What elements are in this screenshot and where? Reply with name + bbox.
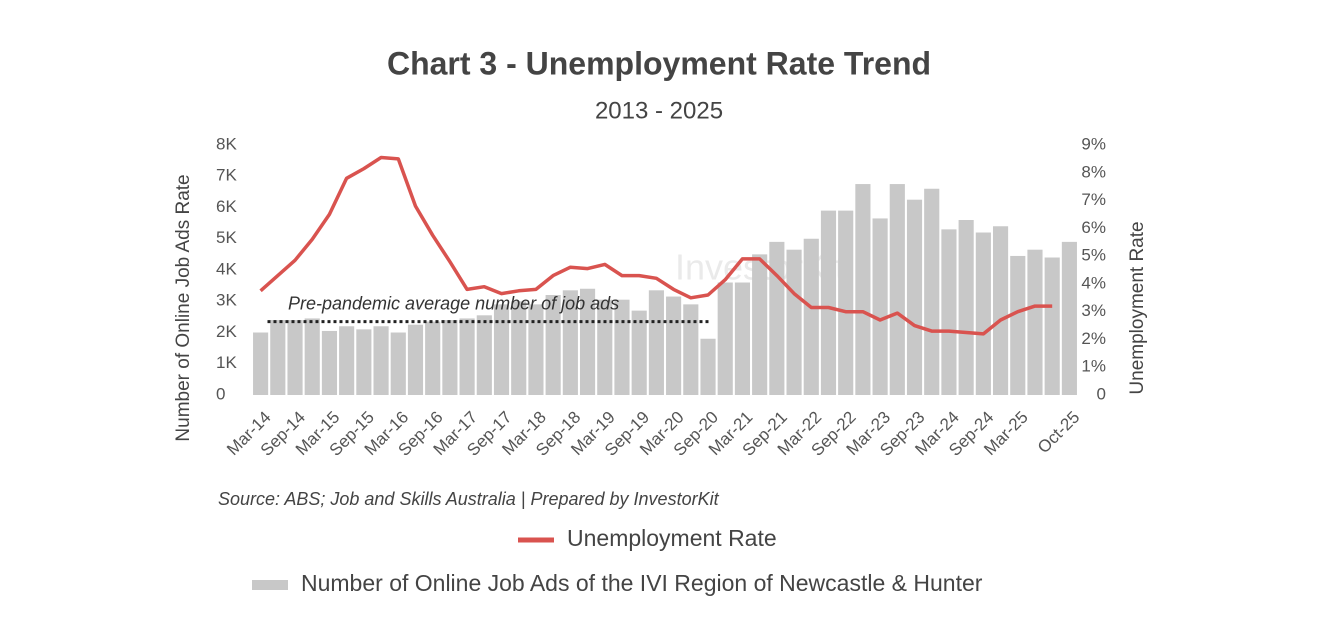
- y2-axis-title: Unemployment Rate: [1127, 221, 1148, 394]
- bar: [459, 318, 475, 395]
- legend-swatch: [252, 580, 288, 590]
- bar: [786, 249, 802, 395]
- bar: [528, 304, 544, 395]
- bar: [304, 318, 320, 395]
- bar: [476, 315, 492, 395]
- bar: [1010, 255, 1026, 395]
- y-tick-label: 3K: [216, 291, 237, 310]
- bar: [666, 296, 682, 395]
- y-tick-label: 7K: [216, 166, 237, 185]
- bar: [597, 299, 613, 395]
- bar: [562, 290, 578, 395]
- bar: [493, 304, 510, 395]
- bar: [717, 282, 733, 395]
- y2-tick-label: 8%: [1081, 162, 1106, 181]
- y2-tick-label: 1%: [1081, 357, 1106, 376]
- bar: [872, 218, 888, 395]
- bar: [803, 238, 819, 395]
- bar: [321, 330, 338, 395]
- y-tick-label: 1K: [216, 353, 237, 372]
- y-tick-label: 6K: [216, 197, 237, 216]
- bar: [442, 320, 458, 395]
- y2-tick-label: 9%: [1081, 134, 1106, 153]
- bar: [683, 304, 699, 395]
- bar: [425, 321, 441, 395]
- bar: [1044, 257, 1060, 395]
- y2-tick-label: 2%: [1081, 329, 1106, 348]
- bar: [390, 332, 406, 395]
- y2-tick-label: 7%: [1081, 190, 1106, 209]
- bar: [270, 320, 286, 395]
- y-tick-label: 2K: [216, 322, 237, 341]
- bar: [648, 290, 664, 395]
- legend-label: Number of Online Job Ads of the IVI Regi…: [301, 570, 983, 596]
- y-tick-label: 5K: [216, 228, 237, 247]
- bar: [287, 320, 303, 395]
- y2-tick-label: 4%: [1081, 273, 1106, 292]
- y2-tick-label: 0: [1097, 384, 1106, 403]
- chart-title: Chart 3 - Unemployment Rate Trend: [387, 45, 931, 81]
- bar: [614, 299, 630, 395]
- y-tick-label: 0: [216, 384, 225, 403]
- bar: [511, 301, 527, 395]
- y-tick-label: 4K: [216, 259, 237, 278]
- bar: [752, 254, 768, 395]
- line: [259, 155, 1053, 336]
- x-tick-label: Oct-25: [1034, 408, 1084, 458]
- y2-tick-label: 3%: [1081, 301, 1106, 320]
- bar: [545, 295, 561, 395]
- bar: [373, 326, 389, 395]
- chart-subtitle: 2013 - 2025: [595, 97, 723, 124]
- bar: [855, 184, 871, 395]
- bar: [734, 282, 751, 395]
- bar: [339, 326, 355, 395]
- bar: [769, 241, 785, 395]
- bar: [356, 329, 372, 395]
- bar: [700, 338, 716, 395]
- bar: [924, 188, 940, 395]
- source-note: Source: ABS; Job and Skills Australia | …: [218, 489, 720, 509]
- legend-label: Unemployment Rate: [567, 525, 777, 551]
- y-axis-title: Number of Online Job Ads Rate: [173, 174, 194, 441]
- annotation: Pre-pandemic average number of job ads: [288, 293, 619, 313]
- bar: [941, 229, 957, 395]
- bar: [579, 288, 596, 395]
- bar: [992, 226, 1009, 395]
- y-tick-label: 8K: [216, 134, 237, 153]
- bar: [1061, 241, 1077, 395]
- y2-tick-label: 6%: [1081, 218, 1106, 237]
- bar: [820, 210, 837, 395]
- bar: [906, 199, 923, 395]
- bar: [1027, 249, 1043, 395]
- bar: [407, 324, 424, 395]
- y2-tick-label: 5%: [1081, 246, 1106, 265]
- bar: [631, 310, 647, 395]
- bar: [253, 332, 269, 395]
- bar: [838, 210, 854, 395]
- bar: [889, 184, 905, 395]
- bar: [975, 232, 991, 395]
- bar: [958, 220, 974, 395]
